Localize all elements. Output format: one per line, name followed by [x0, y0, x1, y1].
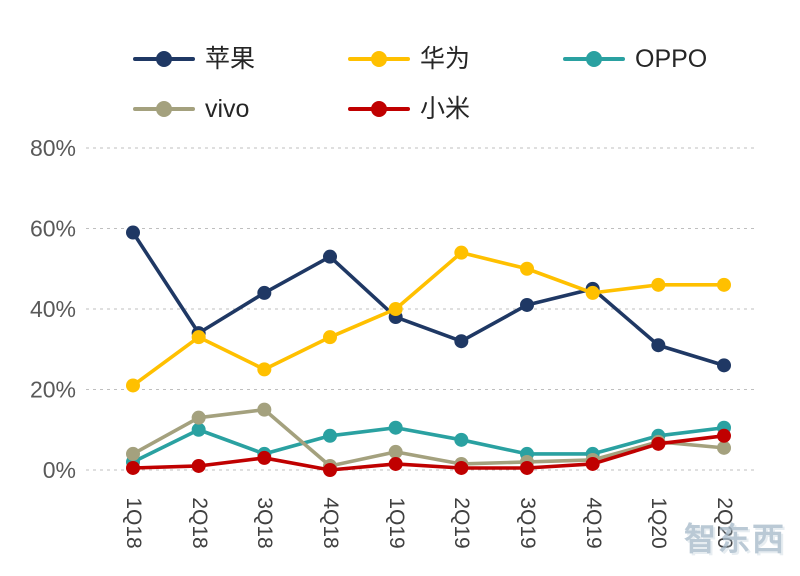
data-point-苹果	[257, 285, 272, 300]
data-point-华为	[585, 285, 600, 300]
data-point-苹果	[323, 249, 337, 264]
y-axis-label: 0%	[43, 457, 76, 483]
data-point-小米	[717, 428, 731, 443]
legend-item-小米: 小米	[348, 94, 470, 124]
legend-label: 苹果	[205, 45, 256, 73]
legend-item-vivo: vivo	[133, 94, 249, 124]
data-point-华为	[651, 277, 666, 292]
data-point-vivo	[388, 444, 403, 459]
data-point-小米	[585, 456, 600, 471]
x-axis-label: 2Q18	[187, 497, 211, 549]
legend-label: 小米	[420, 95, 471, 123]
series-line-OPPO	[132, 425, 725, 464]
data-point-小米	[454, 460, 469, 475]
data-point-OPPO	[454, 432, 469, 447]
data-point-小米	[388, 456, 403, 471]
data-point-苹果	[126, 225, 140, 240]
data-point-OPPO	[191, 422, 206, 437]
data-point-小米	[520, 460, 534, 475]
legend-label: 华为	[420, 45, 471, 73]
data-point-OPPO	[388, 420, 403, 435]
series-line-小米	[132, 434, 725, 472]
x-axis-label: 1Q19	[384, 497, 408, 549]
data-point-华为	[717, 277, 731, 292]
data-point-华为	[323, 330, 337, 345]
data-point-华为	[257, 362, 272, 377]
legend-item-OPPO: OPPO	[563, 44, 707, 74]
y-axis-label: 20%	[30, 377, 76, 403]
data-point-苹果	[651, 338, 666, 353]
x-axis-label: 1Q18	[122, 497, 145, 549]
legend-marker	[348, 51, 410, 67]
data-point-华为	[520, 261, 534, 276]
x-axis-label: 1Q20	[647, 497, 671, 549]
data-point-vivo	[717, 440, 731, 455]
data-point-OPPO	[323, 428, 337, 443]
data-point-小米	[126, 460, 140, 475]
legend-label: OPPO	[635, 45, 708, 73]
data-point-vivo	[191, 410, 206, 425]
data-point-华为	[191, 330, 206, 345]
legend-item-苹果: 苹果	[133, 44, 255, 74]
data-point-苹果	[717, 358, 731, 373]
data-point-小米	[257, 450, 272, 465]
x-axis-label: 4Q19	[581, 497, 605, 549]
data-point-华为	[454, 245, 469, 260]
y-axis-label: 60%	[30, 216, 76, 242]
legend-marker	[563, 51, 625, 67]
data-point-华为	[126, 378, 140, 393]
x-axis-label: 3Q18	[253, 497, 277, 549]
data-point-vivo	[126, 446, 140, 461]
y-axis-label: 40%	[30, 296, 76, 322]
legend-marker	[133, 51, 195, 67]
data-point-小米	[191, 458, 206, 473]
x-axis-label: 3Q19	[516, 497, 539, 549]
x-axis-label: 2Q19	[450, 497, 474, 549]
legend-marker	[348, 101, 410, 117]
data-point-小米	[323, 463, 337, 477]
data-point-苹果	[520, 297, 534, 312]
y-axis-label: 80%	[30, 135, 76, 161]
legend-item-华为: 华为	[348, 44, 470, 74]
series-line-华为	[131, 250, 724, 387]
series-line-vivo	[132, 407, 725, 468]
data-point-vivo	[257, 402, 272, 417]
data-point-小米	[651, 436, 666, 451]
x-axis-label: 4Q18	[319, 497, 342, 549]
series-line-苹果	[131, 231, 725, 368]
legend-marker	[133, 101, 195, 117]
x-axis-label: 2Q20	[713, 497, 736, 549]
data-point-华为	[388, 302, 403, 316]
data-point-苹果	[454, 334, 469, 349]
legend-label: vivo	[205, 95, 250, 123]
